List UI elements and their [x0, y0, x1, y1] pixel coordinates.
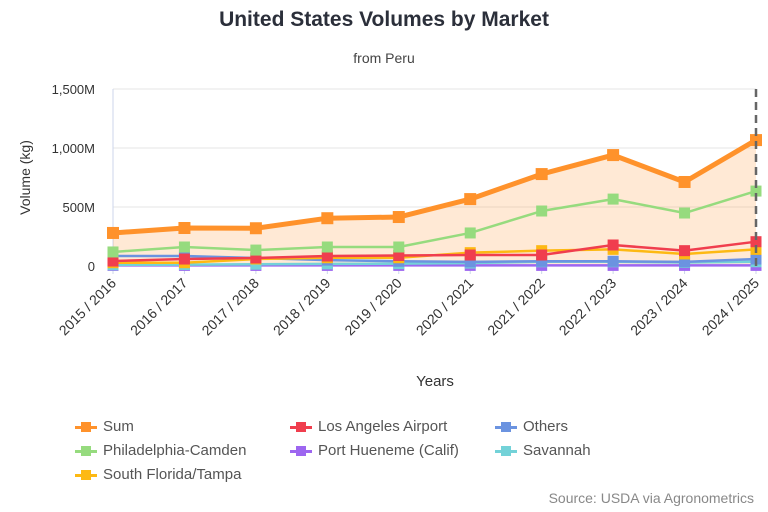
- series-line: [112, 137, 758, 236]
- y-tick-label: 500M: [62, 200, 95, 215]
- x-tick-label: 2015 / 2016: [56, 275, 120, 339]
- legend-item[interactable]: Savannah: [495, 442, 591, 459]
- legend-label: Savannah: [523, 442, 591, 459]
- series-sum: [107, 134, 762, 239]
- legend-label: Port Hueneme (Calif): [318, 442, 459, 459]
- legend-marker-icon: [75, 469, 97, 480]
- x-tick-label: 2019 / 2020: [341, 275, 405, 339]
- y-axis-title: Volume (kg): [17, 140, 33, 215]
- data-point: [178, 222, 191, 235]
- legend-item[interactable]: Port Hueneme (Calif): [290, 442, 459, 459]
- data-point: [393, 241, 405, 253]
- x-tick-label: 2021 / 2022: [484, 275, 548, 339]
- data-point: [678, 175, 691, 188]
- data-point: [750, 134, 762, 147]
- legend-item[interactable]: Los Angeles Airport: [290, 418, 447, 435]
- data-point: [750, 185, 762, 197]
- data-point: [107, 246, 119, 258]
- data-point: [679, 245, 691, 257]
- x-tick-label: 2020 / 2021: [413, 275, 477, 339]
- data-point: [249, 222, 262, 235]
- legend-marker-icon: [290, 445, 312, 456]
- data-point: [250, 252, 262, 264]
- data-point: [679, 207, 691, 219]
- data-point: [392, 211, 405, 224]
- y-tick-label: 1,000M: [52, 141, 95, 156]
- data-point: [607, 255, 619, 267]
- series-line: [112, 189, 757, 254]
- chart-title: United States Volumes by Market: [219, 8, 549, 31]
- data-point: [321, 250, 333, 262]
- legend-item[interactable]: South Florida/Tampa: [75, 466, 241, 483]
- data-point: [750, 236, 762, 248]
- data-point: [321, 212, 334, 225]
- data-point: [464, 193, 477, 206]
- source-credit: Source: USDA via Agronometrics: [548, 490, 754, 506]
- legend-label: Sum: [103, 418, 134, 435]
- legend-label: Philadelphia-Camden: [103, 442, 247, 459]
- data-point: [393, 249, 405, 261]
- legend-marker-icon: [75, 445, 97, 456]
- data-point: [107, 226, 119, 239]
- sum-area: [113, 140, 756, 266]
- legend-marker-icon: [495, 445, 517, 456]
- legend-label: South Florida/Tampa: [103, 466, 242, 483]
- x-tick-label: 2024 / 2025: [699, 275, 763, 339]
- legend-item[interactable]: Sum: [75, 418, 134, 435]
- data-point: [536, 249, 548, 261]
- data-point: [178, 253, 190, 265]
- legend-item[interactable]: Philadelphia-Camden: [75, 442, 246, 459]
- data-point: [607, 149, 620, 162]
- x-tick-label: 2023 / 2024: [627, 275, 691, 339]
- data-point: [607, 193, 619, 205]
- data-point: [250, 244, 262, 256]
- y-tick-label: 0: [88, 259, 95, 274]
- x-tick-label: 2017 / 2018: [198, 275, 262, 339]
- data-point: [464, 249, 476, 261]
- legend-marker-icon: [495, 421, 517, 432]
- chart-subtitle: from Peru: [353, 50, 415, 66]
- data-point: [178, 241, 190, 253]
- x-axis-title: Years: [416, 373, 454, 390]
- data-point: [321, 241, 333, 253]
- x-tick-label: 2022 / 2023: [556, 275, 620, 339]
- series-line: [112, 240, 757, 263]
- series-line: [113, 254, 757, 264]
- data-point: [679, 256, 691, 268]
- legend-marker-icon: [290, 421, 312, 432]
- data-point: [535, 168, 548, 181]
- series-los-angeles-airport: [107, 236, 762, 267]
- legend-label: Others: [523, 418, 569, 435]
- data-point: [464, 227, 476, 239]
- data-point: [607, 239, 619, 251]
- data-point: [536, 255, 548, 267]
- x-tick-label: 2016 / 2017: [127, 275, 191, 339]
- legend-label: Los Angeles Airport: [318, 418, 448, 435]
- x-tick-label: 2018 / 2019: [270, 275, 334, 339]
- data-point: [536, 205, 548, 217]
- data-point: [464, 256, 476, 268]
- y-tick-label: 1,500M: [52, 82, 95, 97]
- legend-marker-icon: [75, 421, 97, 432]
- data-point: [107, 255, 119, 267]
- legend-item[interactable]: Others: [495, 418, 568, 435]
- series-philadelphia-camden: [107, 185, 762, 258]
